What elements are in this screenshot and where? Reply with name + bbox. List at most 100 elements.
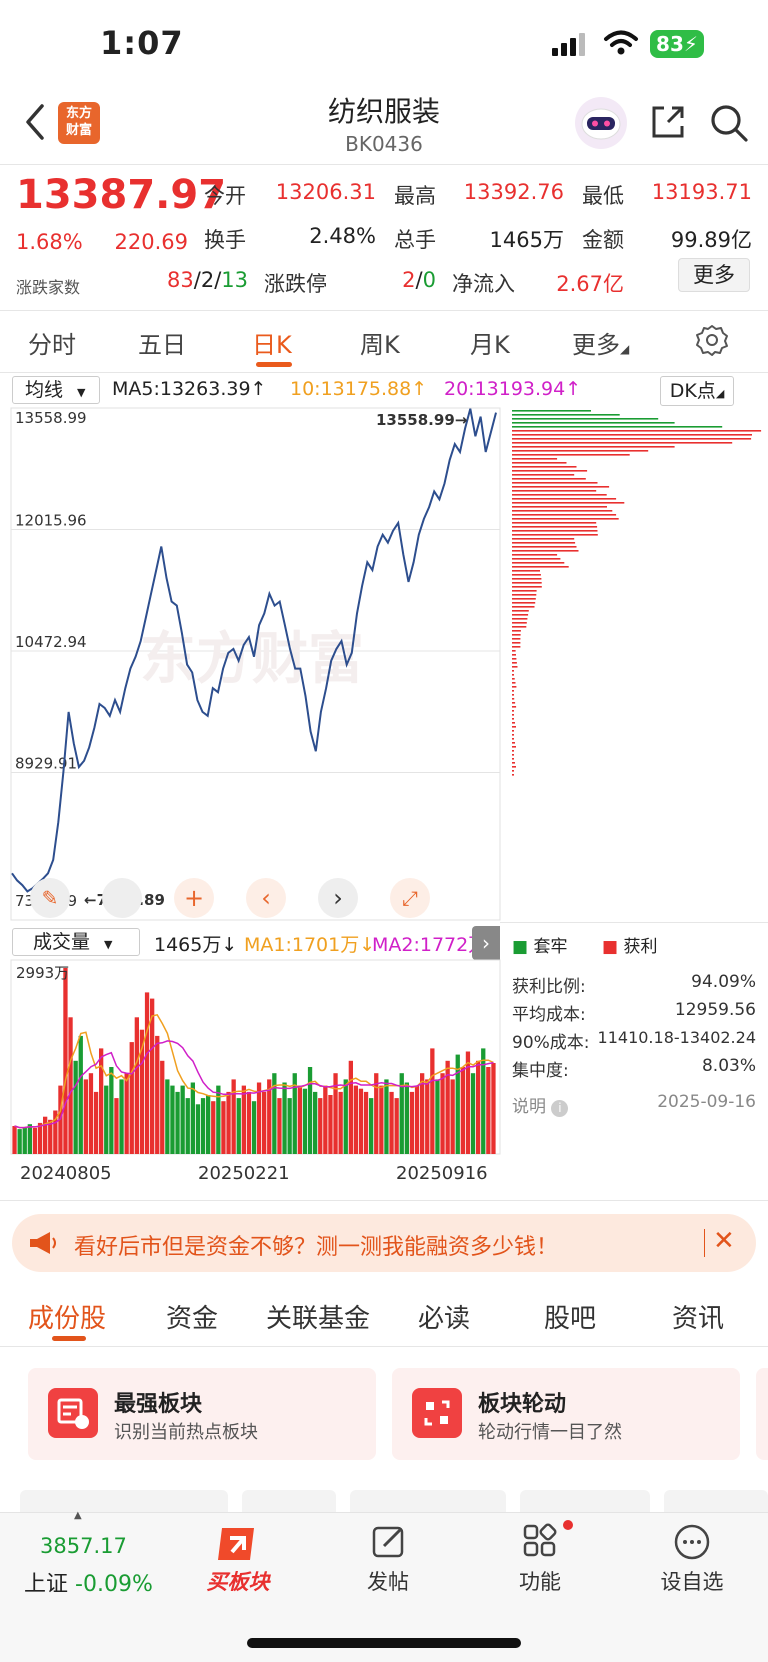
chevron-down-icon: ◢ bbox=[620, 342, 630, 356]
nav-post[interactable]: 发帖 bbox=[367, 1570, 409, 1594]
signal-icon bbox=[552, 33, 585, 56]
page-code: BK0436 bbox=[345, 132, 423, 156]
volume-bar bbox=[195, 1104, 201, 1154]
chip-bar bbox=[512, 426, 723, 428]
chip-bar bbox=[512, 662, 517, 664]
ma-select[interactable]: 均线 ▼ bbox=[12, 376, 100, 404]
chip-bar bbox=[512, 418, 659, 420]
chip-row-label: 90%成本: bbox=[512, 1033, 590, 1053]
filter-chip[interactable] bbox=[20, 1490, 228, 1512]
volume-bar bbox=[307, 1067, 313, 1154]
scroll-right-button[interactable]: › bbox=[318, 878, 358, 918]
dk-point-button[interactable]: DK点◢ bbox=[660, 376, 734, 406]
volume-bar bbox=[409, 1091, 415, 1154]
chip-bar bbox=[512, 594, 537, 596]
chip-note[interactable]: 说明 i bbox=[512, 1092, 569, 1117]
price-chart[interactable]: 东方财富 13558.9912015.9610472.948929.917386… bbox=[0, 407, 501, 922]
chip-bar bbox=[512, 642, 521, 644]
fullscreen-button[interactable]: ⤢ bbox=[390, 878, 430, 918]
volume-bar bbox=[206, 1095, 211, 1154]
volume-bar bbox=[246, 1091, 252, 1154]
card-title: 板块轮动 bbox=[478, 1392, 567, 1417]
index-ticker[interactable]: 上证 -0.09% bbox=[24, 1566, 153, 1598]
nav-add-watchlist[interactable]: 设自选 bbox=[660, 1570, 724, 1594]
index-value[interactable]: 3857.17 bbox=[40, 1534, 127, 1558]
chip-bar bbox=[512, 570, 540, 572]
low-value: 13193.71 bbox=[651, 180, 752, 204]
index-change: -0.09% bbox=[75, 1572, 153, 1597]
volume-bar bbox=[48, 1119, 53, 1154]
chip-bar bbox=[512, 610, 529, 612]
tab-daily-k[interactable]: 日K bbox=[252, 331, 292, 359]
compose-icon[interactable] bbox=[372, 1524, 406, 1558]
promo-text[interactable]: 看好后市但是资金不够？测一测我能融资多少钱！ bbox=[74, 1235, 559, 1260]
amount-value: 99.89亿 bbox=[670, 228, 752, 252]
chip-bar bbox=[512, 598, 536, 600]
tab-funds[interactable]: 资金 bbox=[166, 1304, 219, 1334]
draw-tool-button[interactable] bbox=[102, 878, 142, 918]
volume-bar bbox=[109, 1067, 114, 1154]
chip-bar bbox=[512, 490, 597, 492]
scroll-left-button[interactable]: ‹ bbox=[246, 878, 286, 918]
tab-five-day[interactable]: 五日 bbox=[138, 331, 186, 359]
filter-chip[interactable] bbox=[242, 1490, 336, 1512]
chip-bar bbox=[512, 670, 514, 672]
chip-bar bbox=[512, 666, 518, 668]
tab-related-funds[interactable]: 关联基金 bbox=[266, 1304, 371, 1334]
volume-bar bbox=[226, 1091, 231, 1154]
more-dots-icon[interactable] bbox=[674, 1524, 710, 1560]
share-icon[interactable] bbox=[650, 104, 686, 140]
nav-functions[interactable]: 功能 bbox=[519, 1570, 561, 1594]
search-icon[interactable] bbox=[710, 104, 748, 142]
chip-bar bbox=[512, 722, 515, 724]
chip-bar bbox=[512, 518, 619, 520]
date-label: 20240805 bbox=[20, 1163, 112, 1184]
tab-constituents[interactable]: 成份股 bbox=[28, 1304, 107, 1334]
up-count: 83 bbox=[167, 268, 194, 292]
amount-label: 金额 bbox=[582, 228, 624, 252]
chip-bar bbox=[512, 478, 586, 480]
chip-row-value: 94.09% bbox=[691, 972, 756, 992]
filter-chip[interactable] bbox=[350, 1490, 506, 1512]
buy-sector-icon[interactable] bbox=[214, 1524, 262, 1564]
volume-chart[interactable]: 2993万 bbox=[0, 959, 501, 1156]
volume-ma2-line bbox=[14, 1040, 494, 1129]
chip-row-label: 平均成本: bbox=[512, 1005, 586, 1025]
tab-news[interactable]: 资讯 bbox=[672, 1304, 725, 1334]
filter-chip[interactable] bbox=[664, 1490, 768, 1512]
chip-bar bbox=[512, 554, 558, 556]
brush-tool-button[interactable]: ✎ bbox=[30, 878, 70, 918]
back-icon[interactable] bbox=[18, 100, 54, 144]
volume-bar bbox=[384, 1079, 389, 1154]
apps-icon[interactable] bbox=[523, 1523, 557, 1558]
volume-bar bbox=[216, 1085, 221, 1154]
limit-down-count: 0 bbox=[422, 268, 436, 292]
app-logo: 东方财富 bbox=[58, 102, 100, 144]
gear-icon[interactable] bbox=[696, 324, 728, 356]
assistant-avatar[interactable] bbox=[575, 97, 627, 149]
chip-bar bbox=[512, 514, 617, 516]
volume-bar bbox=[165, 1079, 170, 1154]
chip-bar bbox=[512, 458, 558, 460]
tab-forum[interactable]: 股吧 bbox=[544, 1304, 597, 1334]
tab-weekly-k[interactable]: 周K bbox=[360, 331, 400, 359]
volume-bar bbox=[251, 1101, 257, 1154]
tab-must-read[interactable]: 必读 bbox=[418, 1304, 471, 1334]
sector-ranking-icon bbox=[48, 1388, 98, 1438]
tab-intraday[interactable]: 分时 bbox=[28, 331, 76, 359]
nav-buy-sector[interactable]: 买板块 bbox=[206, 1570, 270, 1594]
more-quote-button[interactable]: 更多 bbox=[678, 258, 750, 292]
legend-locked: ■ 套牢 bbox=[512, 937, 568, 957]
close-icon[interactable]: ✕ bbox=[713, 1226, 735, 1256]
tab-monthly-k[interactable]: 月K bbox=[470, 331, 510, 359]
zoom-in-button[interactable]: + bbox=[174, 878, 214, 918]
expand-indicator-button[interactable]: › bbox=[472, 926, 500, 960]
chip-bar bbox=[512, 686, 517, 688]
indicator-select[interactable]: 成交量 ▼ bbox=[12, 928, 140, 956]
filter-chip[interactable] bbox=[520, 1490, 650, 1512]
volume-bar bbox=[486, 1067, 491, 1154]
chevron-down-icon: ▼ bbox=[104, 938, 113, 951]
tab-more-periods[interactable]: 更多◢ bbox=[572, 325, 629, 360]
promo-banner[interactable] bbox=[12, 1214, 756, 1272]
volume-bar bbox=[83, 1079, 88, 1154]
